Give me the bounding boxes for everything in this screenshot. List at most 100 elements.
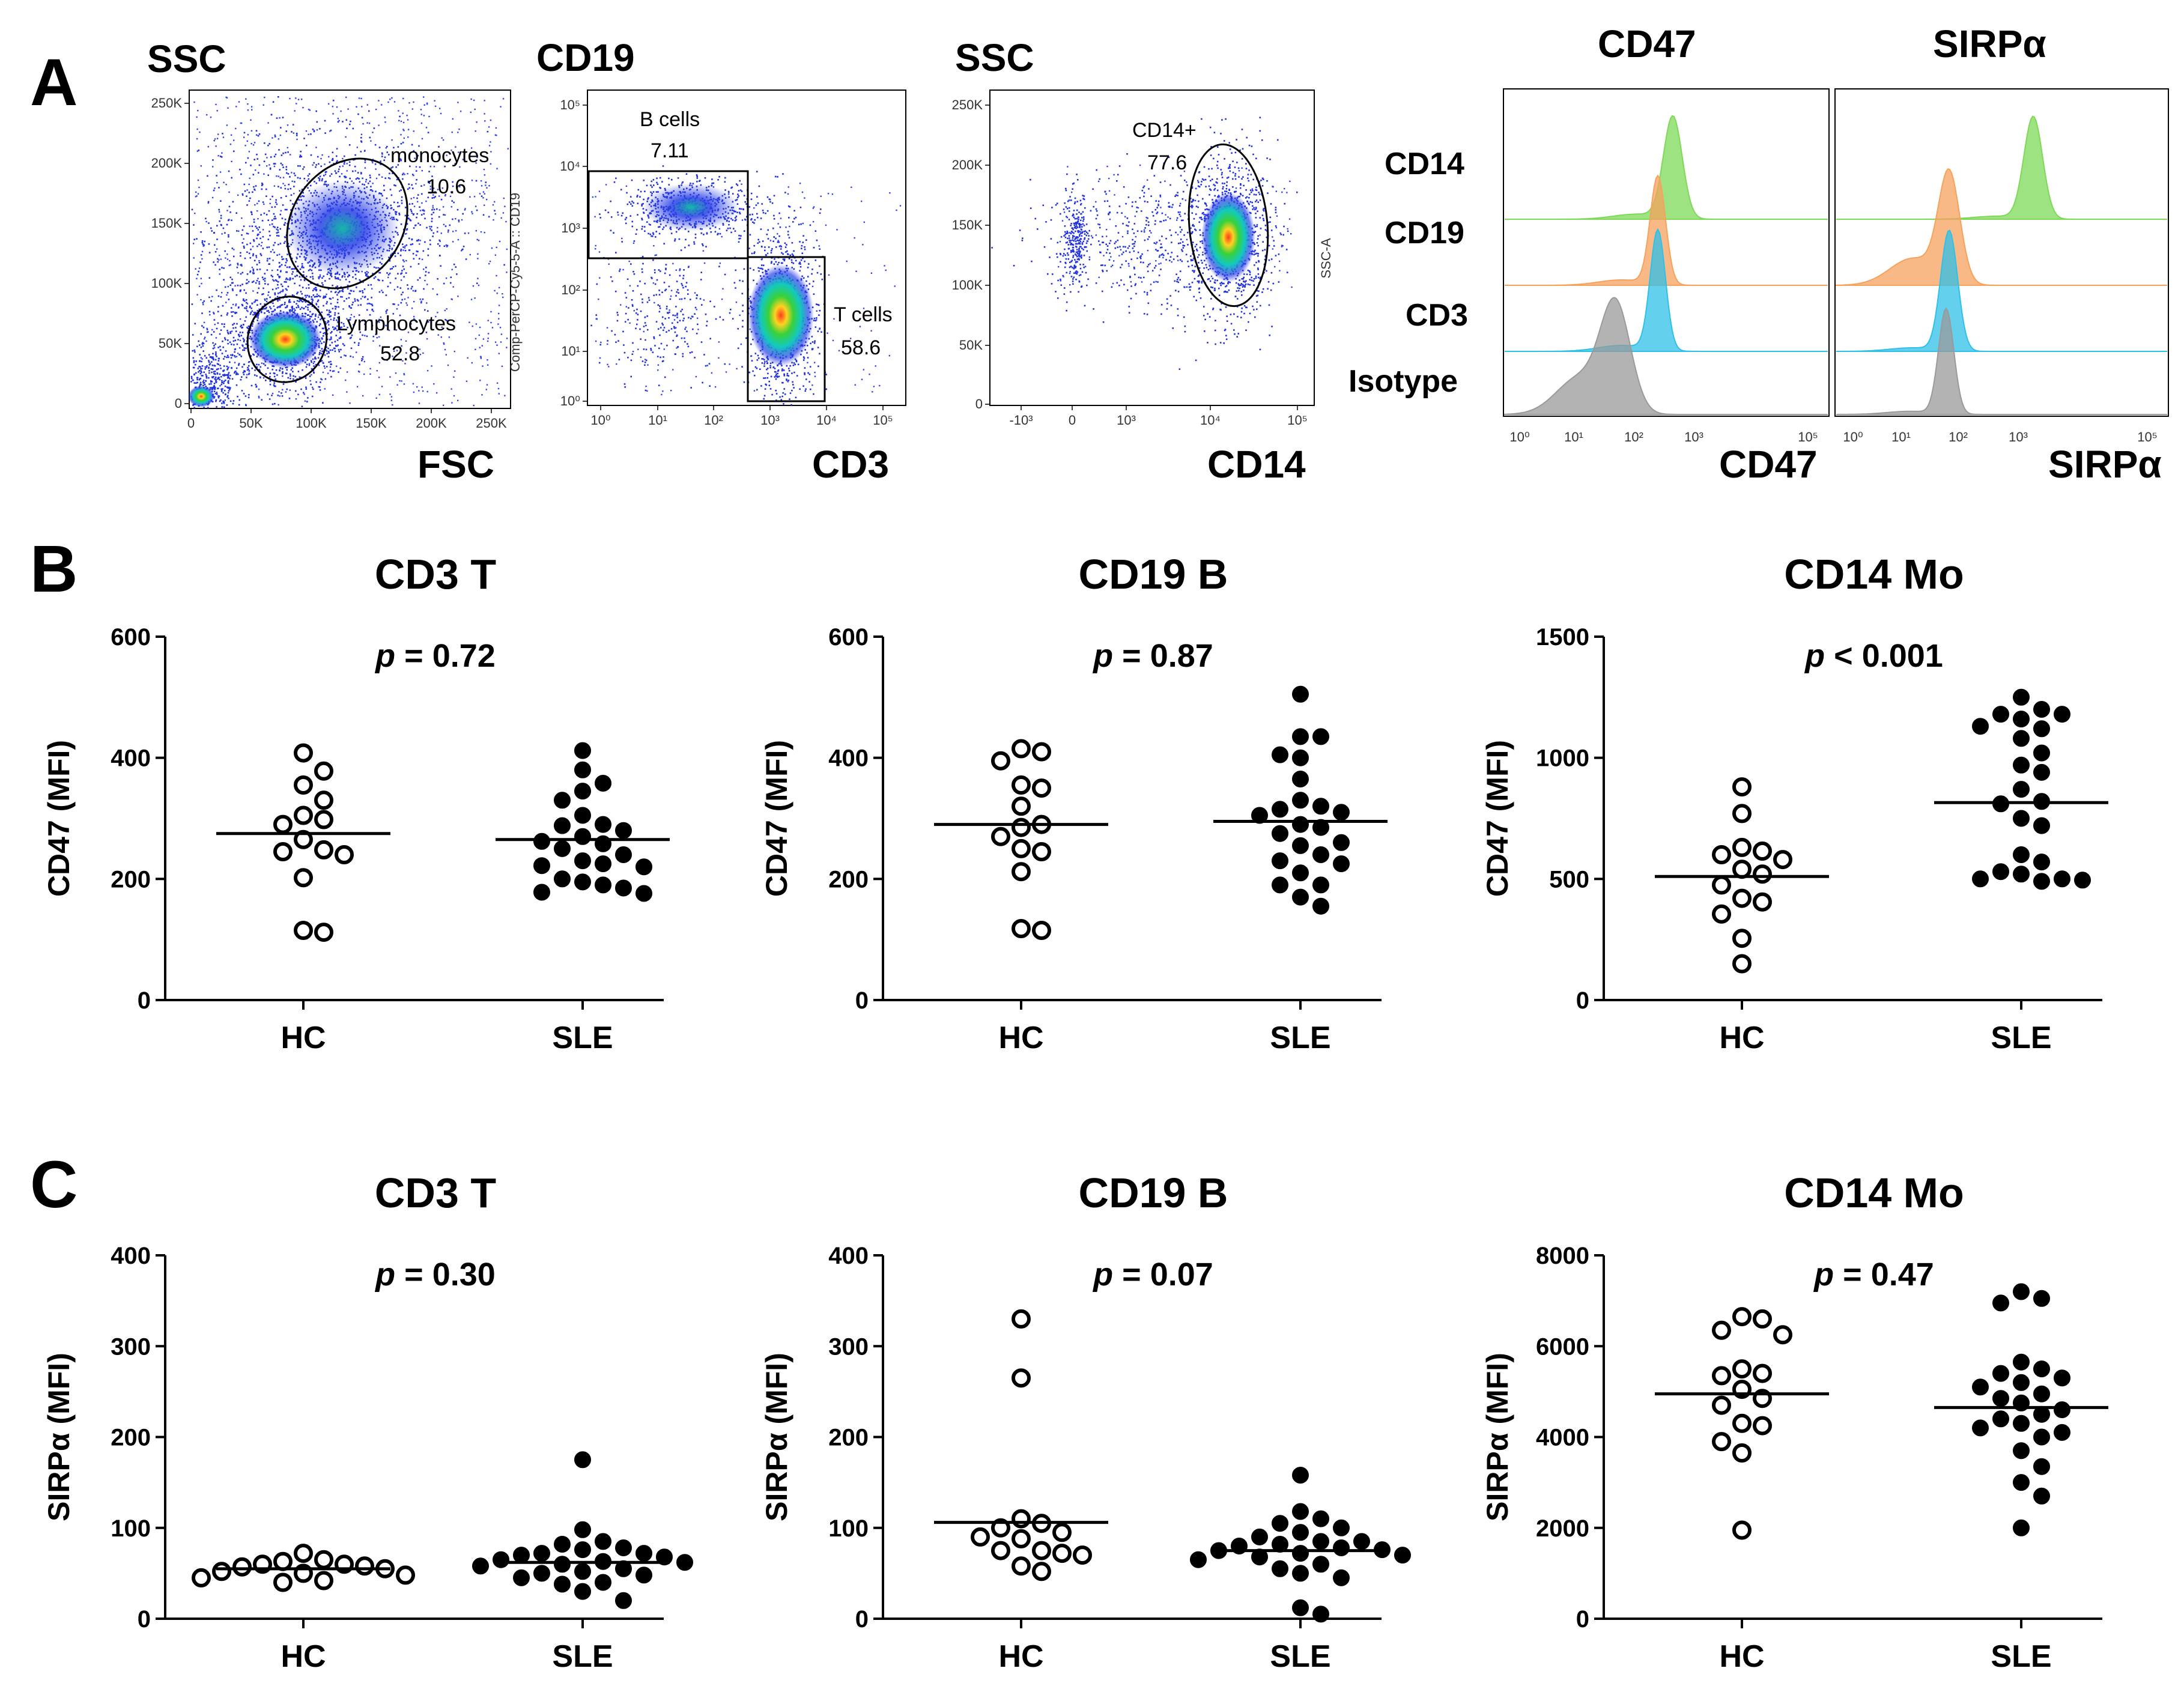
flow-event-dot <box>269 202 271 204</box>
flow-event-dot <box>241 344 243 346</box>
flow-event-dot <box>211 368 214 371</box>
flow-event-dot <box>256 237 258 240</box>
flow-event-dot <box>329 349 332 351</box>
flow-event-dot <box>391 267 393 270</box>
flow-event-dot <box>220 156 223 158</box>
flow-event-dot <box>770 252 772 254</box>
flow-event-dot <box>223 365 225 367</box>
flow-event-dot <box>739 279 741 282</box>
flow-event-dot <box>235 305 237 306</box>
flow-event-dot <box>332 326 334 328</box>
flow-event-dot <box>777 369 780 371</box>
flow-event-dot <box>437 243 439 245</box>
flow-event-dot <box>348 161 351 163</box>
flow-event-dot <box>782 258 784 260</box>
flow-event-dot <box>408 187 411 189</box>
flow-event-dot <box>396 308 398 310</box>
flow-event-dot <box>221 292 223 294</box>
flow-event-dot <box>209 356 211 358</box>
flow-event-dot <box>282 117 284 118</box>
flow-event-dot <box>246 369 249 371</box>
flow-event-dot <box>196 378 198 381</box>
flow-event-dot <box>323 275 325 277</box>
flow-event-dot <box>214 370 216 372</box>
flow-event-dot <box>261 308 263 311</box>
flow-event-dot <box>200 165 202 167</box>
flow-event-dot <box>243 225 245 227</box>
flow-event-dot <box>369 303 371 305</box>
flow-event-dot <box>778 235 780 237</box>
flow-event-dot <box>261 362 263 364</box>
flow-event-dot <box>402 291 404 294</box>
flow-event-dot <box>289 373 291 375</box>
flow-event-dot <box>381 386 383 387</box>
flow-event-dot <box>219 349 222 351</box>
flow-event-dot <box>302 312 303 315</box>
flow-event-dot <box>223 389 226 392</box>
flow-event-dot <box>234 312 236 314</box>
flow-event-dot <box>291 306 293 308</box>
flow-event-dot <box>293 193 295 195</box>
flow-event-dot <box>472 213 473 214</box>
flow-event-dot <box>198 340 199 342</box>
flow-event-dot <box>399 115 401 118</box>
flow-event-dot <box>312 290 314 291</box>
flow-event-dot <box>299 177 301 180</box>
flow-event-dot <box>387 101 389 103</box>
flow-event-dot <box>805 378 807 380</box>
flow-event-dot <box>780 399 783 401</box>
flow-event-dot <box>291 310 293 312</box>
flow-event-dot <box>330 173 333 175</box>
flow-event-dot <box>396 384 398 386</box>
flow-event-dot <box>756 389 758 391</box>
flow-event-dot <box>220 217 222 219</box>
flow-event-dot <box>338 349 340 351</box>
flow-event-dot <box>788 370 790 372</box>
flow-event-dot <box>763 395 766 397</box>
flow-event-dot <box>212 347 214 350</box>
flow-event-dot <box>487 364 489 366</box>
flow-event-dot <box>416 250 418 252</box>
flow-event-dot <box>799 241 801 243</box>
flow-event-dot <box>292 271 294 273</box>
flow-event-dot <box>201 360 202 363</box>
flow-event-dot <box>272 302 274 305</box>
flow-event-dot <box>217 347 219 348</box>
flow-event-dot <box>326 350 328 352</box>
flow-event-dot <box>214 250 217 253</box>
flow-event-dot <box>200 333 202 335</box>
flow-event-dot <box>258 308 260 311</box>
flow-event-dot <box>429 188 431 190</box>
flow-event-dot <box>209 363 211 365</box>
flow-event-dot <box>413 213 414 215</box>
flow-event-dot <box>422 209 423 211</box>
flow-event-dot <box>214 343 216 345</box>
flow-event-dot <box>381 290 383 291</box>
flow-event-dot <box>321 360 323 362</box>
flow-event-dot <box>318 353 320 356</box>
flow-event-dot <box>444 318 446 321</box>
flow-event-dot <box>438 209 441 211</box>
flow1-frame <box>189 89 511 409</box>
flow-event-dot <box>482 214 485 216</box>
flow-event-dot <box>728 223 730 226</box>
flow-event-dot <box>232 201 234 203</box>
flow-event-dot <box>218 187 220 189</box>
flow-event-dot <box>445 277 447 279</box>
flow-event-dot <box>411 174 414 175</box>
flow-event-dot <box>442 156 444 157</box>
flow-event-dot <box>388 154 390 156</box>
flow-event-dot <box>415 320 417 322</box>
flow-event-dot <box>334 306 336 308</box>
flow-event-dot <box>251 367 253 369</box>
flow-event-dot <box>201 343 204 345</box>
flow-event-dot <box>287 147 288 148</box>
flow-event-dot <box>217 368 219 370</box>
flow-event-dot <box>314 318 316 320</box>
flow-event-dot <box>221 267 223 268</box>
flow-event-dot <box>799 266 802 268</box>
flow-event-dot <box>289 176 291 178</box>
flow-event-dot <box>242 338 244 340</box>
flow-event-dot <box>441 187 443 189</box>
flow-event-dot <box>245 404 247 407</box>
